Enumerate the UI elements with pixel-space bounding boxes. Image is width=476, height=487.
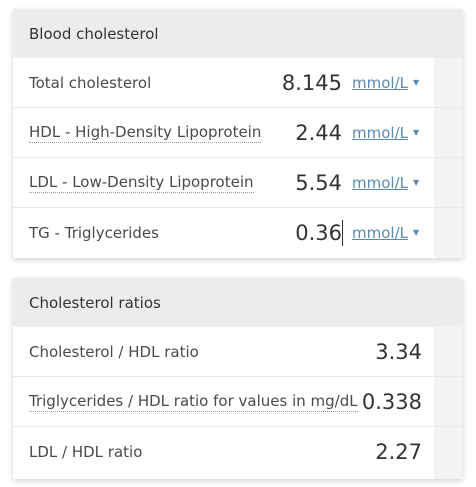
ldl-hdl-ratio-value[interactable]: 2.27 <box>375 440 422 464</box>
text-cursor <box>342 220 343 246</box>
dropdown-arrow-icon: ▼ <box>412 77 420 87</box>
cholesterol-ratios-card: Cholesterol ratios Cholesterol / HDL rat… <box>13 278 463 479</box>
total-cholesterol-label: Total cholesterol <box>29 73 152 92</box>
ldl-input[interactable]: 5.54 <box>295 170 342 195</box>
dropdown-arrow-icon: ▼ <box>412 228 420 237</box>
total-cholesterol-input[interactable]: 8.145 <box>281 70 342 95</box>
ldl-hdl-ratio-row: LDL / HDL ratio 2.27 <box>13 427 463 477</box>
hdl-label[interactable]: HDL - High-Density Lipoprotein <box>29 122 262 143</box>
ldl-unit-select[interactable]: mmol/L ▼ <box>352 174 419 192</box>
dropdown-arrow-icon: ▼ <box>412 177 420 187</box>
tg-input[interactable]: 0.36 <box>295 221 342 245</box>
hdl-input[interactable]: 2.44 <box>295 120 342 145</box>
cholesterol-ratios-rows: Cholesterol / HDL ratio 3.34 Triglycerid… <box>13 327 463 477</box>
cholesterol-ratios-header: Cholesterol ratios <box>13 278 463 327</box>
unit-column-strip <box>434 327 463 479</box>
tg-hdl-ratio-value[interactable]: 0.338 <box>361 389 422 414</box>
hdl-row: HDL - High-Density Lipoprotein 2.44 mmol… <box>13 108 463 158</box>
dropdown-arrow-icon: ▼ <box>412 127 420 137</box>
cholesterol-hdl-ratio-value[interactable]: 3.34 <box>375 339 422 364</box>
unit-label: mmol/L <box>352 123 408 142</box>
total-cholesterol-row: Total cholesterol 8.145 mmol/L ▼ <box>13 58 463 108</box>
total-cholesterol-unit-select[interactable]: mmol/L ▼ <box>352 74 419 92</box>
ldl-hdl-ratio-label: LDL / HDL ratio <box>29 443 143 461</box>
tg-label: TG - Triglycerides <box>29 224 159 242</box>
tg-hdl-ratio-row: Triglycerides / HDL ratio for values in … <box>13 377 463 427</box>
cholesterol-hdl-ratio-row: Cholesterol / HDL ratio 3.34 <box>13 327 463 377</box>
blood-cholesterol-header: Blood cholesterol <box>13 9 463 58</box>
tg-row: TG - Triglycerides 0.36 mmol/L ▼ <box>13 208 463 258</box>
tg-unit-select[interactable]: mmol/L ▼ <box>352 224 419 242</box>
unit-column-strip <box>434 58 463 258</box>
blood-cholesterol-card: Blood cholesterol Total cholesterol 8.14… <box>13 9 463 258</box>
blood-cholesterol-rows: Total cholesterol 8.145 mmol/L ▼ HDL - Hi… <box>13 58 463 258</box>
cholesterol-hdl-ratio-label: Cholesterol / HDL ratio <box>29 342 199 361</box>
tg-hdl-ratio-label[interactable]: Triglycerides / HDL ratio for values in … <box>29 391 358 412</box>
ldl-label[interactable]: LDL - Low-Density Lipoprotein <box>29 172 254 193</box>
unit-label: mmol/L <box>352 224 408 242</box>
unit-label: mmol/L <box>352 173 408 192</box>
unit-label: mmol/L <box>352 73 408 92</box>
ldl-row: LDL - Low-Density Lipoprotein 5.54 mmol/… <box>13 158 463 208</box>
hdl-unit-select[interactable]: mmol/L ▼ <box>352 124 419 142</box>
